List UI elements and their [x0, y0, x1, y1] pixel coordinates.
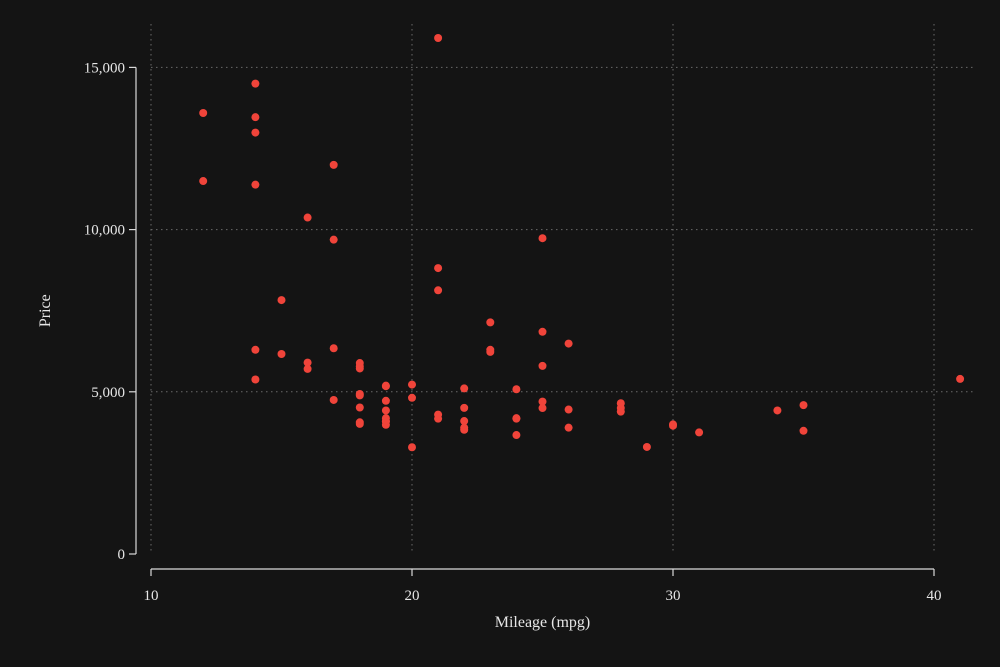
data-point: [512, 431, 521, 440]
data-point: [199, 177, 208, 186]
ticks: 0 5,000 10,000 15,000 10 20 30 40: [84, 60, 942, 604]
x-tick-label: 10: [144, 588, 159, 604]
data-point: [381, 417, 390, 426]
data-point: [460, 417, 469, 426]
data-point: [695, 428, 704, 437]
data-point: [355, 419, 364, 428]
data-points: [199, 34, 965, 452]
data-point: [251, 345, 260, 354]
data-point: [538, 327, 547, 336]
data-point: [434, 34, 443, 42]
data-point: [538, 361, 547, 370]
data-point: [538, 397, 547, 406]
data-point: [303, 213, 312, 222]
data-point: [799, 426, 808, 435]
data-point: [408, 380, 416, 389]
data-point: [251, 79, 260, 88]
y-tick-label: 10,000: [84, 223, 125, 239]
data-point: [512, 385, 521, 394]
data-point: [642, 442, 651, 451]
data-point: [408, 443, 416, 452]
data-point: [616, 407, 625, 416]
data-point: [355, 403, 364, 412]
data-point: [460, 425, 469, 434]
data-point: [486, 347, 495, 356]
data-point: [564, 423, 573, 432]
x-tick-label: 20: [405, 588, 420, 604]
data-point: [669, 421, 677, 430]
data-point: [564, 339, 573, 348]
data-point: [329, 395, 338, 404]
data-point: [303, 364, 312, 373]
data-point: [434, 264, 443, 273]
y-tick-label: 0: [118, 547, 126, 563]
data-point: [564, 405, 573, 414]
data-point: [355, 391, 364, 400]
data-point: [434, 286, 443, 295]
data-point: [538, 404, 547, 413]
gridlines: [150, 24, 975, 554]
x-tick-label: 40: [927, 588, 942, 604]
data-point: [512, 414, 521, 423]
axes: [135, 67, 934, 570]
data-point: [381, 382, 390, 391]
data-point: [329, 344, 338, 353]
data-point: [486, 318, 495, 327]
data-point: [329, 160, 338, 169]
data-point: [355, 364, 364, 373]
x-tick-label: 30: [666, 588, 681, 604]
data-point: [538, 234, 547, 243]
data-point: [251, 113, 260, 122]
data-point: [277, 296, 286, 305]
y-tick-label: 15,000: [84, 60, 125, 76]
data-point: [251, 375, 260, 384]
y-axis-title: Price: [37, 294, 54, 327]
data-point: [460, 384, 469, 393]
data-point: [773, 406, 782, 415]
y-tick-label: 5,000: [91, 385, 125, 401]
data-point: [251, 128, 260, 137]
data-point: [277, 350, 286, 359]
data-point: [956, 374, 965, 383]
data-point: [799, 401, 808, 410]
data-point: [199, 109, 208, 118]
data-point: [329, 235, 338, 244]
data-point: [460, 403, 469, 412]
data-point: [251, 180, 260, 189]
x-axis-title: Mileage (mpg): [495, 614, 591, 631]
data-point: [408, 393, 416, 402]
data-point: [381, 406, 390, 415]
data-point: [381, 396, 390, 405]
data-point: [303, 358, 312, 367]
data-point: [434, 414, 443, 423]
